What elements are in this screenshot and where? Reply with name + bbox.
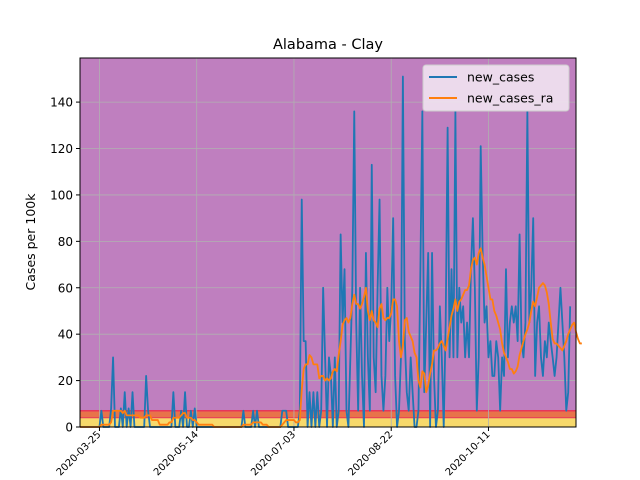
y-tick-label: 20 [58,374,73,388]
chart-title: Alabama - Clay [273,37,383,53]
x-tick-label: 2020-07-03 [249,429,298,478]
legend: new_cases new_cases_ra [422,64,570,112]
y-tick-label: 0 [65,421,73,435]
legend-label-new_cases_ra: new_cases_ra [467,91,553,106]
y-tick-label: 80 [58,235,73,249]
y-tick-label: 140 [50,96,73,110]
y-tick-label: 100 [50,188,73,202]
y-tick-label: 120 [50,142,73,156]
band-2 [80,58,576,411]
x-tick-label: 2020-10-11 [444,429,493,478]
x-tick-label: 2020-05-14 [152,429,201,478]
x-tick-label: 2020-03-25 [55,429,104,478]
legend-label-new_cases: new_cases [467,70,534,85]
axes-frame [79,57,577,428]
y-tick-label: 60 [58,281,73,295]
series-line-new_cases_ra [80,247,582,428]
y-axis-label: Cases per 100k [23,193,38,291]
x-tick-label: 2020-08-22 [346,429,395,478]
y-tick-label: 40 [58,328,73,342]
legend-box [422,64,570,112]
